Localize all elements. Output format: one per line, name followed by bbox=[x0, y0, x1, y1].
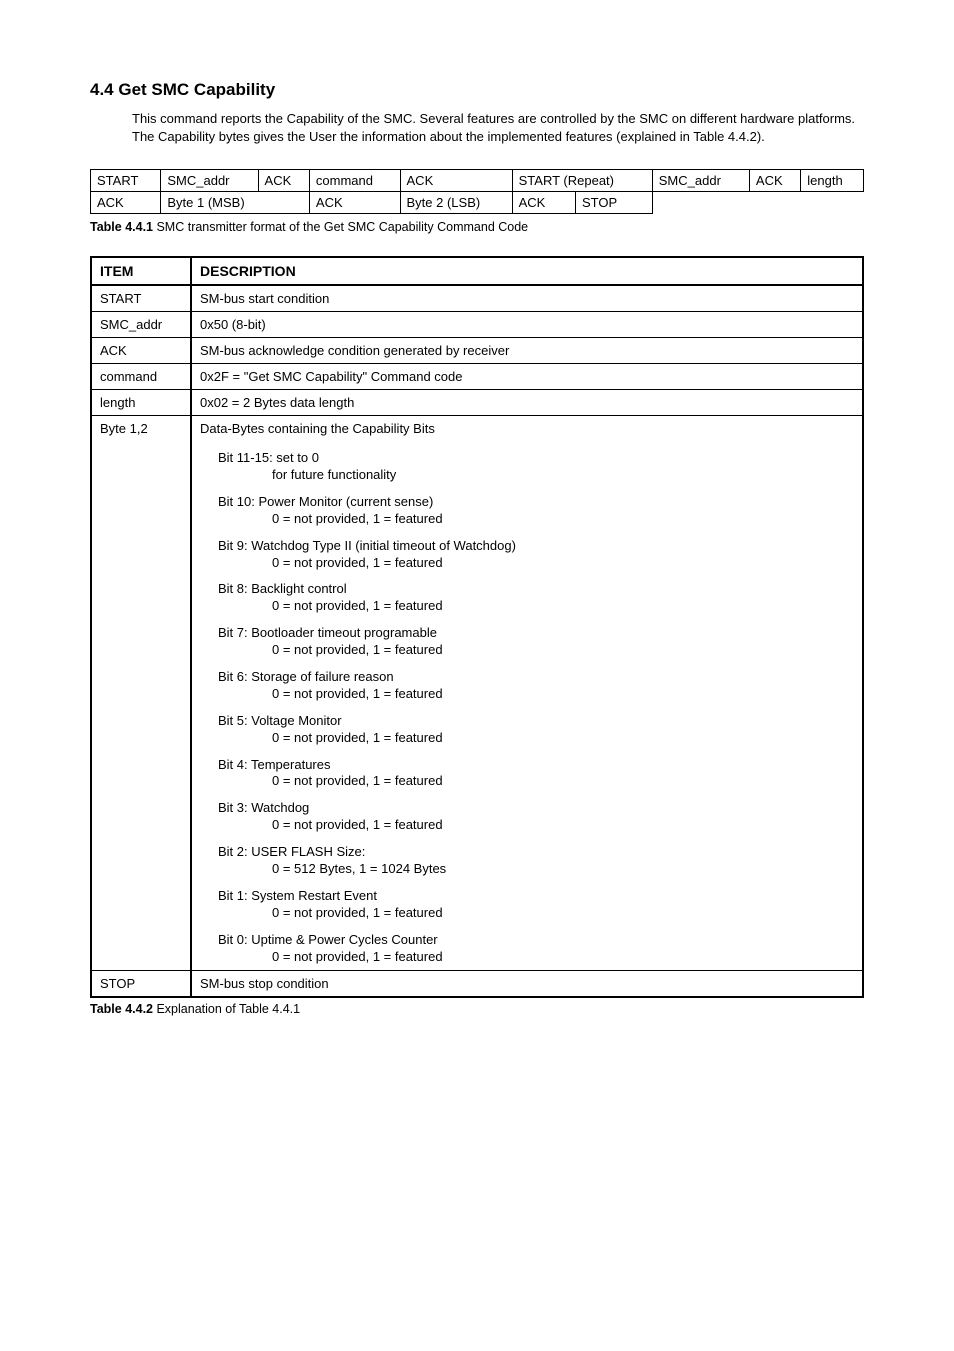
bit-title: Bit 6: Storage of failure reason bbox=[218, 669, 854, 686]
desc-row: STOP SM-bus stop condition bbox=[91, 971, 863, 998]
fmt-cell: START bbox=[91, 170, 161, 192]
desc-header-row: ITEM DESCRIPTION bbox=[91, 257, 863, 285]
bit-value: 0 = not provided, 1 = featured bbox=[272, 730, 854, 747]
fmt-cell: SMC_addr bbox=[652, 170, 749, 192]
desc-row: command 0x2F = "Get SMC Capability" Comm… bbox=[91, 364, 863, 390]
bit-title: Bit 0: Uptime & Power Cycles Counter bbox=[218, 932, 854, 949]
fmt-cell: ACK bbox=[400, 170, 512, 192]
fmt-cell: STOP bbox=[575, 192, 652, 214]
bit-value: 0 = not provided, 1 = featured bbox=[272, 817, 854, 834]
desc-item: command bbox=[91, 364, 191, 390]
bit-title: Bit 7: Bootloader timeout programable bbox=[218, 625, 854, 642]
bit-entry: Bit 2: USER FLASH Size: 0 = 512 Bytes, 1… bbox=[218, 844, 854, 878]
bit-value: 0 = not provided, 1 = featured bbox=[272, 642, 854, 659]
format-row-1: START SMC_addr ACK command ACK START (Re… bbox=[91, 170, 864, 192]
desc-value: SM-bus acknowledge condition generated b… bbox=[191, 338, 863, 364]
desc-value: 0x02 = 2 Bytes data length bbox=[191, 390, 863, 416]
fmt-cell: command bbox=[309, 170, 400, 192]
bit-entry: Bit 9: Watchdog Type II (initial timeout… bbox=[218, 538, 854, 572]
bit-title: Bit 8: Backlight control bbox=[218, 581, 854, 598]
desc-item: Byte 1,2 bbox=[91, 416, 191, 971]
bit-entry: Bit 11-15: set to 0 for future functiona… bbox=[218, 450, 854, 484]
bit-entry: Bit 7: Bootloader timeout programable 0 … bbox=[218, 625, 854, 659]
fmt-cell: ACK bbox=[258, 170, 309, 192]
desc-bits-cell: Data-Bytes containing the Capability Bit… bbox=[191, 416, 863, 971]
bit-entry: Bit 3: Watchdog 0 = not provided, 1 = fe… bbox=[218, 800, 854, 834]
desc-item: START bbox=[91, 285, 191, 312]
desc-row: ACK SM-bus acknowledge condition generat… bbox=[91, 338, 863, 364]
bit-entry: Bit 10: Power Monitor (current sense) 0 … bbox=[218, 494, 854, 528]
desc-value: 0x50 (8-bit) bbox=[191, 312, 863, 338]
description-table: ITEM DESCRIPTION START SM-bus start cond… bbox=[90, 256, 864, 998]
caption-text: Explanation of Table 4.4.1 bbox=[153, 1002, 300, 1016]
bit-title: Bit 10: Power Monitor (current sense) bbox=[218, 494, 854, 511]
fmt-cell: length bbox=[801, 170, 864, 192]
desc-value: SM-bus start condition bbox=[191, 285, 863, 312]
fmt-cell: ACK bbox=[309, 192, 400, 214]
desc-row: length 0x02 = 2 Bytes data length bbox=[91, 390, 863, 416]
fmt-cell: Byte 1 (MSB) bbox=[161, 192, 310, 214]
bit-value: 0 = 512 Bytes, 1 = 1024 Bytes bbox=[272, 861, 854, 878]
desc-row-bits: Byte 1,2 Data-Bytes containing the Capab… bbox=[91, 416, 863, 971]
fmt-cell: START (Repeat) bbox=[512, 170, 652, 192]
desc-value: 0x2F = "Get SMC Capability" Command code bbox=[191, 364, 863, 390]
bit-value: 0 = not provided, 1 = featured bbox=[272, 686, 854, 703]
format-table: START SMC_addr ACK command ACK START (Re… bbox=[90, 169, 864, 214]
fmt-cell: ACK bbox=[512, 192, 575, 214]
bit-value: 0 = not provided, 1 = featured bbox=[272, 555, 854, 572]
bit-entry: Bit 0: Uptime & Power Cycles Counter 0 =… bbox=[218, 932, 854, 966]
bit-value: 0 = not provided, 1 = featured bbox=[272, 773, 854, 790]
bit-entry: Bit 6: Storage of failure reason 0 = not… bbox=[218, 669, 854, 703]
fmt-cell-empty bbox=[652, 192, 863, 214]
fmt-cell: ACK bbox=[91, 192, 161, 214]
bit-title: Bit 5: Voltage Monitor bbox=[218, 713, 854, 730]
caption-label: Table 4.4.2 bbox=[90, 1002, 153, 1016]
table-caption-2: Table 4.4.2 Explanation of Table 4.4.1 bbox=[90, 1002, 864, 1016]
desc-item: length bbox=[91, 390, 191, 416]
bit-value: 0 = not provided, 1 = featured bbox=[272, 511, 854, 528]
bit-value: for future functionality bbox=[272, 467, 854, 484]
bit-entry: Bit 5: Voltage Monitor 0 = not provided,… bbox=[218, 713, 854, 747]
desc-item: SMC_addr bbox=[91, 312, 191, 338]
desc-header-item: ITEM bbox=[91, 257, 191, 285]
bits-lead: Data-Bytes containing the Capability Bit… bbox=[200, 421, 854, 436]
fmt-cell: ACK bbox=[749, 170, 800, 192]
bit-title: Bit 4: Temperatures bbox=[218, 757, 854, 774]
section-heading: 4.4 Get SMC Capability bbox=[90, 80, 864, 100]
desc-item: STOP bbox=[91, 971, 191, 998]
bit-entry: Bit 4: Temperatures 0 = not provided, 1 … bbox=[218, 757, 854, 791]
bit-title: Bit 3: Watchdog bbox=[218, 800, 854, 817]
intro-paragraph: This command reports the Capability of t… bbox=[132, 110, 864, 145]
bit-title: Bit 9: Watchdog Type II (initial timeout… bbox=[218, 538, 854, 555]
desc-row: START SM-bus start condition bbox=[91, 285, 863, 312]
bit-entry: Bit 1: System Restart Event 0 = not prov… bbox=[218, 888, 854, 922]
caption-text: SMC transmitter format of the Get SMC Ca… bbox=[153, 220, 528, 234]
table-caption-1: Table 4.4.1 SMC transmitter format of th… bbox=[90, 220, 864, 234]
bit-value: 0 = not provided, 1 = featured bbox=[272, 598, 854, 615]
fmt-cell: SMC_addr bbox=[161, 170, 258, 192]
bit-value: 0 = not provided, 1 = featured bbox=[272, 905, 854, 922]
caption-label: Table 4.4.1 bbox=[90, 220, 153, 234]
desc-item: ACK bbox=[91, 338, 191, 364]
fmt-cell: Byte 2 (LSB) bbox=[400, 192, 512, 214]
bit-title: Bit 11-15: set to 0 bbox=[218, 450, 854, 467]
bit-entry: Bit 8: Backlight control 0 = not provide… bbox=[218, 581, 854, 615]
desc-value: SM-bus stop condition bbox=[191, 971, 863, 998]
bit-title: Bit 1: System Restart Event bbox=[218, 888, 854, 905]
desc-header-desc: DESCRIPTION bbox=[191, 257, 863, 285]
desc-row: SMC_addr 0x50 (8-bit) bbox=[91, 312, 863, 338]
bit-value: 0 = not provided, 1 = featured bbox=[272, 949, 854, 966]
bit-title: Bit 2: USER FLASH Size: bbox=[218, 844, 854, 861]
format-row-2: ACK Byte 1 (MSB) ACK Byte 2 (LSB) ACK ST… bbox=[91, 192, 864, 214]
